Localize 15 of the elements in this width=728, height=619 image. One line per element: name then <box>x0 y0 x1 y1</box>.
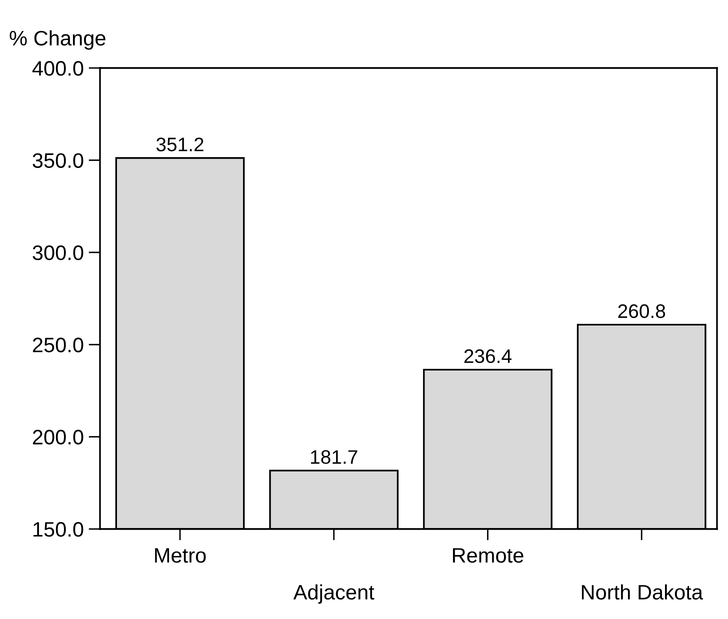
data-label: 260.8 <box>618 304 666 318</box>
data-label: 351.2 <box>156 138 204 152</box>
y-tick-label: 350.0 <box>32 153 84 168</box>
x-tick-label: North Dakota <box>582 584 703 600</box>
y-tick-label: 300.0 <box>32 245 84 260</box>
data-label: 236.4 <box>464 349 512 364</box>
y-tick-label: 150.0 <box>33 522 84 537</box>
x-tick-label: Metro <box>155 548 206 563</box>
data-label: 181.7 <box>311 450 358 464</box>
y-axis-title: % Change <box>10 30 106 50</box>
y-tick-label: 250.0 <box>32 338 84 352</box>
y-tick-label: 200.0 <box>32 430 84 445</box>
y-tick-label: 400.0 <box>32 61 84 76</box>
x-tick-label: Adjacent <box>293 584 374 604</box>
x-tick-label: Remote <box>452 548 524 563</box>
